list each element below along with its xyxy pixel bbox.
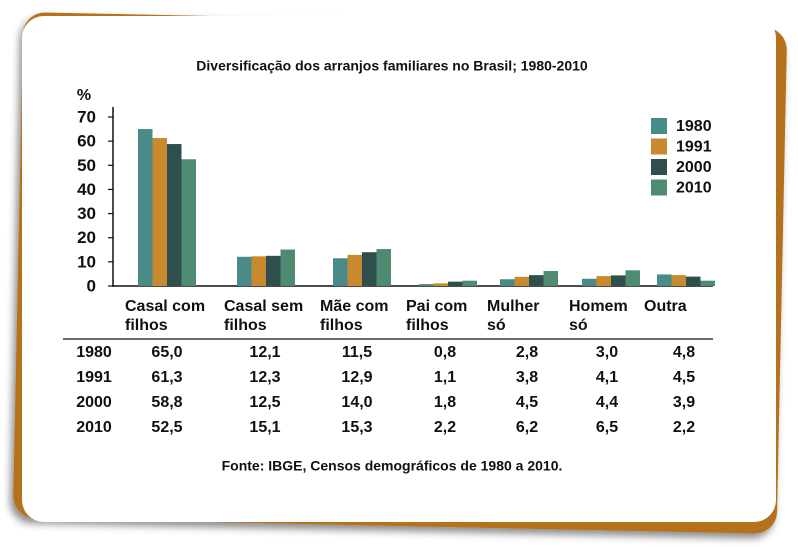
table-row-header: 2010 — [76, 419, 112, 436]
x-tick-label: Outra — [644, 298, 687, 315]
y-tick-label: 50 — [77, 156, 96, 175]
table-cell: 12,9 — [341, 369, 372, 386]
table-cell: 12,3 — [249, 369, 280, 386]
table-cell: 4,5 — [673, 369, 695, 386]
bar — [596, 276, 611, 286]
bar — [376, 249, 391, 286]
table-cell: 3,0 — [596, 344, 618, 361]
table-cell: 4,8 — [673, 344, 695, 361]
table-cell: 52,5 — [151, 419, 182, 436]
x-tick-label: Pai com filhos — [406, 298, 468, 334]
bar — [448, 281, 463, 286]
x-tick-label: Mulher só — [487, 298, 540, 334]
bar — [237, 256, 252, 286]
table-cell: 1,1 — [434, 369, 456, 386]
y-tick-label: 10 — [77, 252, 96, 271]
table-cell: 14,0 — [341, 394, 372, 411]
bar — [138, 129, 153, 286]
x-tick-label: Casal sem filhos — [224, 298, 304, 334]
bar — [514, 276, 529, 286]
table-cell: 0,8 — [434, 344, 456, 361]
bar — [333, 258, 348, 286]
bar — [686, 276, 701, 286]
bar — [152, 138, 167, 286]
table-cell: 3,9 — [673, 394, 695, 411]
table-row-header: 2000 — [76, 394, 112, 411]
bar — [700, 280, 715, 286]
table-cell: 12,1 — [249, 344, 280, 361]
bar — [362, 252, 377, 286]
chart-title: Diversificação dos arranjos familiares n… — [196, 58, 588, 74]
table-cell: 1,8 — [434, 394, 456, 411]
table-cell: 61,3 — [151, 369, 182, 386]
legend-swatch — [651, 179, 667, 196]
table-row-header: 1980 — [76, 344, 112, 361]
bar — [251, 256, 266, 286]
table-row-header: 1991 — [76, 369, 112, 386]
bar — [500, 279, 515, 286]
x-tick-label: Mãe com filhos — [320, 298, 389, 334]
card — [22, 16, 776, 522]
table-cell: 2,2 — [434, 419, 456, 436]
bar — [433, 283, 448, 286]
bar — [543, 271, 558, 286]
legend-swatch — [651, 138, 667, 155]
legend-label: 2010 — [676, 180, 712, 197]
table-cell: 15,1 — [249, 419, 280, 436]
table-cell: 11,5 — [342, 344, 372, 361]
source: Fonte: IBGE, Censos demográficos de 1980… — [222, 458, 563, 474]
legend-label: 2000 — [676, 159, 712, 176]
bar — [280, 249, 295, 286]
table-cell: 4,4 — [596, 394, 618, 411]
table-cell: 58,8 — [151, 394, 182, 411]
y-axis-label: % — [77, 87, 91, 104]
bar — [167, 144, 182, 286]
y-tick-label: 70 — [77, 107, 96, 126]
x-tick-label: Casal com filhos — [125, 298, 206, 334]
table-cell: 2,2 — [673, 419, 695, 436]
bar — [181, 159, 196, 286]
table-cell: 15,3 — [341, 419, 372, 436]
y-tick-label: 60 — [77, 132, 96, 151]
bar — [266, 255, 281, 286]
y-tick-label: 30 — [77, 204, 96, 223]
legend-label: 1991 — [676, 139, 712, 156]
table-cell: 4,1 — [596, 369, 618, 386]
table-cell: 6,2 — [516, 419, 538, 436]
bar — [582, 278, 597, 286]
bar — [671, 275, 686, 286]
bar — [419, 284, 434, 286]
table-cell: 4,5 — [516, 394, 538, 411]
x-tick-label: Homem só — [569, 298, 628, 334]
table-cell: 12,5 — [249, 394, 280, 411]
bar — [529, 275, 544, 286]
y-tick-label: 20 — [77, 228, 96, 247]
table-cell: 3,8 — [516, 369, 538, 386]
table-cell: 2,8 — [516, 344, 538, 361]
bar — [657, 274, 672, 286]
bar — [347, 254, 362, 286]
bar — [611, 275, 626, 286]
legend-label: 1980 — [676, 118, 712, 135]
table-cell: 65,0 — [151, 344, 182, 361]
y-tick-label: 40 — [77, 180, 96, 199]
legend-swatch — [651, 159, 667, 175]
table-cell: 6,5 — [596, 419, 618, 436]
bar — [625, 270, 640, 286]
legend-swatch — [651, 118, 667, 134]
y-tick-label: 0 — [87, 276, 96, 295]
bar — [462, 280, 477, 286]
